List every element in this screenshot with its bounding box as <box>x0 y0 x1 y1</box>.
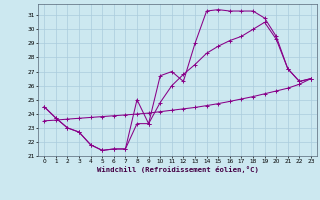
X-axis label: Windchill (Refroidissement éolien,°C): Windchill (Refroidissement éolien,°C) <box>97 166 259 173</box>
